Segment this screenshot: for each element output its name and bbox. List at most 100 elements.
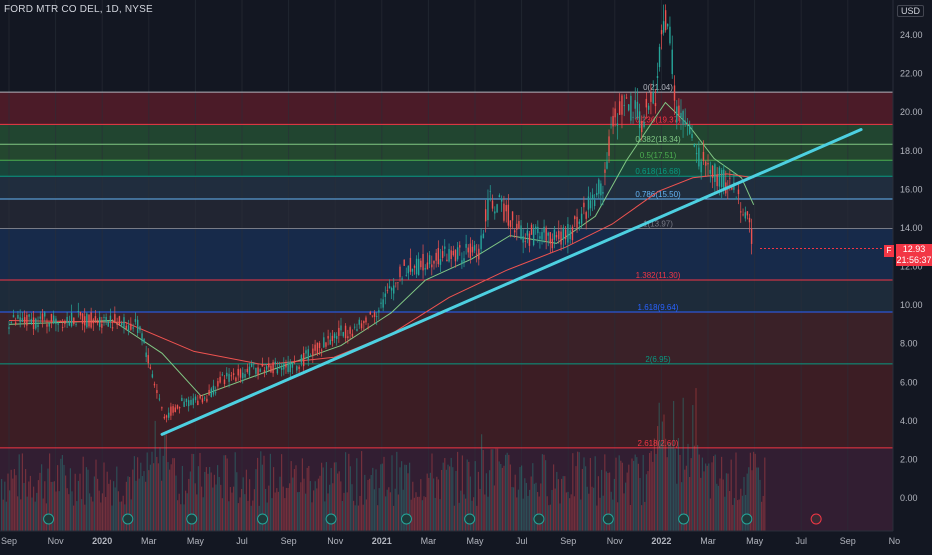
earnings-marker-icon[interactable] <box>678 513 690 525</box>
volume-bar <box>57 465 59 531</box>
volume-bar <box>103 462 105 531</box>
volume-bar <box>129 476 131 531</box>
candle-body <box>650 92 652 102</box>
earnings-marker-icon[interactable] <box>602 513 614 525</box>
volume-bar <box>287 487 289 531</box>
volume-bar <box>749 452 751 531</box>
volume-bar <box>658 402 660 531</box>
volume-bar <box>521 465 523 531</box>
volume-bar <box>113 481 115 531</box>
volume-bar <box>495 448 497 531</box>
volume-bar <box>617 502 619 531</box>
candle-body <box>467 247 469 253</box>
volume-bar <box>628 464 630 531</box>
volume-bar <box>42 498 44 531</box>
currency-badge[interactable]: USD <box>896 5 924 17</box>
volume-bar <box>101 493 103 531</box>
earnings-marker-icon[interactable] <box>122 513 134 525</box>
earnings-marker-icon[interactable] <box>741 513 753 525</box>
fib-zone-7 <box>0 280 893 313</box>
candle-body <box>643 121 645 127</box>
volume-bar <box>393 505 395 531</box>
candle-body <box>397 282 399 284</box>
volume-bar <box>397 494 399 531</box>
volume-bar <box>474 461 476 531</box>
fib-level-label: 0.618(16.68) <box>635 167 681 176</box>
volume-bar <box>477 471 479 531</box>
candle-body <box>246 368 249 373</box>
volume-bar <box>636 457 638 531</box>
volume-bar <box>167 462 169 531</box>
candle-body <box>689 124 691 134</box>
candle-body <box>378 310 380 313</box>
y-tick-label: 6.00 <box>900 377 918 387</box>
earnings-marker-icon[interactable] <box>400 513 412 525</box>
volume-bar <box>751 470 753 531</box>
candle-body <box>735 198 737 200</box>
volume-bar <box>23 482 25 531</box>
earnings-marker-circle <box>810 513 822 525</box>
candle-body <box>583 202 585 208</box>
candle-body <box>127 325 130 332</box>
volume-bar <box>327 493 329 531</box>
volume-bar <box>458 502 460 531</box>
volume-bar <box>503 465 505 531</box>
candle-body <box>395 282 397 284</box>
volume-bar <box>306 467 308 531</box>
candle-body <box>539 236 541 239</box>
volume-bar <box>410 499 412 531</box>
earnings-marker-icon[interactable] <box>186 513 198 525</box>
volume-bar <box>345 452 347 531</box>
candle-body <box>371 315 374 317</box>
candle-body <box>219 376 221 383</box>
candle-body <box>41 313 44 320</box>
candle-body <box>641 121 643 133</box>
volume-bar <box>711 462 713 531</box>
candle-body <box>729 177 731 179</box>
earnings-marker-icon[interactable] <box>533 513 545 525</box>
volume-bar <box>714 454 716 531</box>
earnings-marker-icon[interactable] <box>325 513 337 525</box>
earnings-marker-icon[interactable] <box>43 513 55 525</box>
volume-bar <box>444 458 446 531</box>
volume-bar <box>525 482 527 531</box>
volume-bar <box>455 470 457 531</box>
volume-bar <box>333 462 335 531</box>
volume-bar <box>12 478 14 531</box>
candle-body <box>578 221 581 224</box>
candle-body <box>737 189 740 195</box>
volume-bar <box>556 471 558 531</box>
candle-body <box>59 320 62 322</box>
volume-bar <box>441 469 443 531</box>
candle-body <box>684 120 686 125</box>
volume-bar <box>501 467 503 531</box>
candle-body <box>562 227 565 239</box>
volume-bar <box>421 500 423 531</box>
volume-bar <box>681 482 683 531</box>
volume-bar <box>218 477 220 531</box>
volume-bar <box>447 464 449 531</box>
candle-body <box>10 322 12 323</box>
volume-bar <box>381 463 383 531</box>
volume-bar <box>229 487 231 531</box>
earnings-marker-icon[interactable] <box>810 513 822 525</box>
candle-body <box>498 195 501 198</box>
earnings-marker-icon[interactable] <box>464 513 476 525</box>
candle-body <box>259 369 261 372</box>
candle-body <box>698 147 700 167</box>
earnings-marker-icon[interactable] <box>257 513 269 525</box>
volume-bar <box>457 451 459 531</box>
volume-bar <box>90 496 92 531</box>
volume-bar <box>273 467 275 531</box>
volume-bar <box>245 469 247 531</box>
volume-bar <box>431 453 433 531</box>
candle-body <box>125 325 127 329</box>
volume-bar <box>546 496 548 531</box>
y-tick-label: 22.00 <box>900 69 923 79</box>
candle-body <box>487 198 489 221</box>
volume-bar <box>764 457 766 531</box>
candle-body <box>632 116 634 118</box>
volume-bar <box>76 501 78 531</box>
